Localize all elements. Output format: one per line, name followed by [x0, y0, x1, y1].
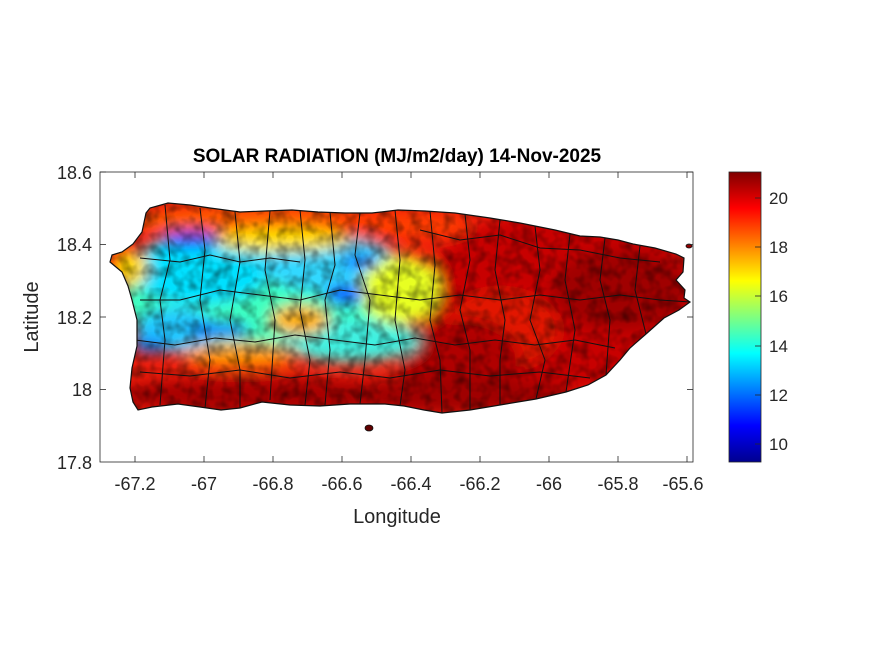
y-axis — [100, 171, 693, 390]
colorbar-tick-label: 16 — [769, 287, 788, 306]
x-axis — [134, 172, 688, 462]
island-heatmap — [110, 203, 690, 413]
y-tick-label: 18.2 — [57, 308, 92, 328]
culebra-cay — [685, 243, 693, 249]
x-tick-label: -65.6 — [662, 474, 703, 494]
x-tick-label: -66.6 — [321, 474, 362, 494]
x-tick-label: -66 — [536, 474, 562, 494]
x-tick-label: -66.8 — [252, 474, 293, 494]
x-tick-label: -67.2 — [114, 474, 155, 494]
colorbar-tick-label: 12 — [769, 386, 788, 405]
caja-de-muertos-island — [364, 424, 374, 432]
colorbar — [728, 171, 762, 463]
y-tick-label: 18.6 — [57, 163, 92, 183]
x-axis-label: Longitude — [353, 506, 441, 528]
chart-title: SOLAR RADIATION (MJ/m2/day) 14-Nov-2025 — [193, 146, 602, 167]
x-tick-label: -67 — [191, 474, 217, 494]
y-tick-label: 18.4 — [57, 235, 92, 255]
colorbar-ticks — [755, 197, 761, 445]
municipal-boundaries — [134, 204, 690, 413]
y-tick-label: 18 — [72, 380, 92, 400]
colorbar-tick-label: 18 — [769, 238, 788, 257]
y-tick-label: 17.8 — [57, 453, 92, 473]
colorbar-tick-label: 10 — [769, 435, 788, 454]
x-tick-label: -65.8 — [597, 474, 638, 494]
colorbar-tick-label: 20 — [769, 189, 788, 208]
colorbar-tick-label: 14 — [769, 337, 788, 356]
x-tick-label: -66.2 — [459, 474, 500, 494]
y-axis-label: Latitude — [21, 281, 43, 352]
x-tick-label: -66.4 — [390, 474, 431, 494]
